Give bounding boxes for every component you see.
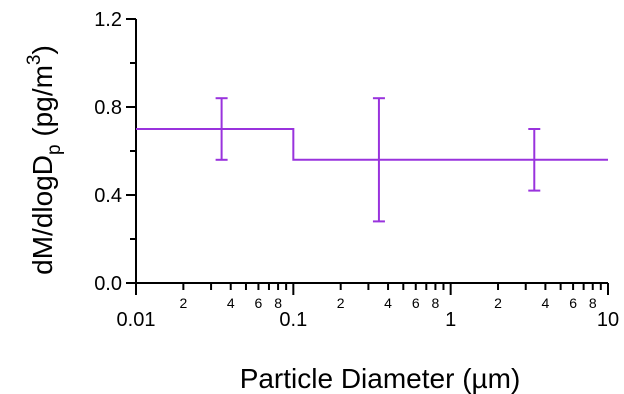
x-minor-tick-label: 6 <box>569 295 577 311</box>
tick-labels: 0.00.40.81.20.01 0.1 1 102 4 6 8 2 4 6 8 2 4 6 8 <box>94 9 619 331</box>
y-axis-title-unit: (pg/m <box>27 65 58 144</box>
x-minor-tick-label: 2 <box>337 295 345 311</box>
x-minor-tick-label: 8 <box>274 295 282 311</box>
y-axis-title-superscript: 3 <box>24 54 45 65</box>
y-tick-label: 0.0 <box>94 273 122 295</box>
y-tick-label: 0.8 <box>94 97 122 119</box>
x-axis-title: Particle Diameter (µm) <box>240 363 521 394</box>
y-axis-title-subscript: p <box>44 144 65 155</box>
x-minor-tick-label: 4 <box>227 295 235 311</box>
x-tick-label: 10 <box>597 309 619 331</box>
plot-area <box>136 97 608 223</box>
x-minor-tick-label: 8 <box>589 295 597 311</box>
y-tick-label: 0.4 <box>94 185 122 207</box>
axes <box>126 18 609 295</box>
x-minor-tick-label: 6 <box>412 295 420 311</box>
x-minor-tick-label: 8 <box>432 295 440 311</box>
x-tick-label: 0.1 <box>279 309 307 331</box>
step-line <box>136 128 608 161</box>
x-minor-tick-label: 2 <box>179 295 187 311</box>
y-tick-label: 1.2 <box>94 9 122 31</box>
y-axis-title: dM/dlogDp (pg/m3) <box>24 45 65 275</box>
x-minor-tick-label: 2 <box>494 295 502 311</box>
x-tick-label: 1 <box>445 309 456 331</box>
x-minor-tick-label: 4 <box>384 295 392 311</box>
x-tick-label: 0.01 <box>117 309 156 331</box>
x-minor-tick-label: 4 <box>541 295 549 311</box>
y-axis-title-unit-close: ) <box>27 45 58 54</box>
y-axis-title-main: dM/dlogD <box>27 155 58 275</box>
x-minor-tick-label: 6 <box>255 295 263 311</box>
